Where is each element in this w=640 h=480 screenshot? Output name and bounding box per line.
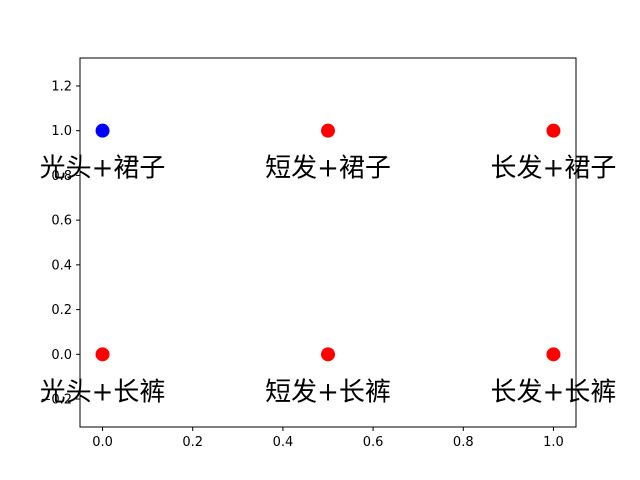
y-tick-label: 1.0: [51, 124, 72, 139]
y-tick-label: 0.6: [51, 214, 72, 229]
plot-area: [80, 58, 576, 427]
y-tick-label: 0.0: [51, 348, 72, 363]
data-point: [95, 347, 110, 362]
y-axis-ticks: −0.2 0.0 0.2 0.4 0.6 0.8 1.0 1.2: [40, 79, 80, 408]
data-point: [546, 347, 561, 362]
point-label: 短发+裙子: [265, 154, 391, 184]
data-point: [546, 123, 561, 138]
x-tick-label: 0.6: [363, 435, 384, 450]
y-tick-label: 0.2: [51, 303, 72, 318]
x-tick-label: 0.8: [453, 435, 474, 450]
point-label: 短发+长裤: [265, 377, 391, 407]
x-tick-label: 0.4: [273, 435, 294, 450]
axes-frame: [79, 57, 577, 428]
y-tick-label: 1.2: [51, 79, 72, 94]
y-tick-label: 0.8: [51, 169, 72, 184]
y-tick-label: 0.4: [51, 258, 72, 273]
x-axis-ticks: 0.0 0.2 0.4 0.6 0.8 1.0: [92, 427, 564, 450]
point-label: 长发+裙子: [491, 154, 617, 184]
data-points: [95, 123, 561, 362]
point-label: 长发+长裤: [491, 377, 617, 407]
data-point: [321, 123, 335, 138]
point-label: 光头+长裤: [40, 377, 166, 407]
x-tick-label: 1.0: [543, 435, 564, 450]
data-point: [95, 123, 110, 138]
point-label: 光头+裙子: [40, 154, 166, 184]
x-tick-label: 0.2: [182, 435, 203, 450]
data-point: [321, 347, 335, 362]
y-tick-label: −0.2: [40, 393, 72, 408]
x-tick-label: 0.0: [92, 435, 113, 450]
